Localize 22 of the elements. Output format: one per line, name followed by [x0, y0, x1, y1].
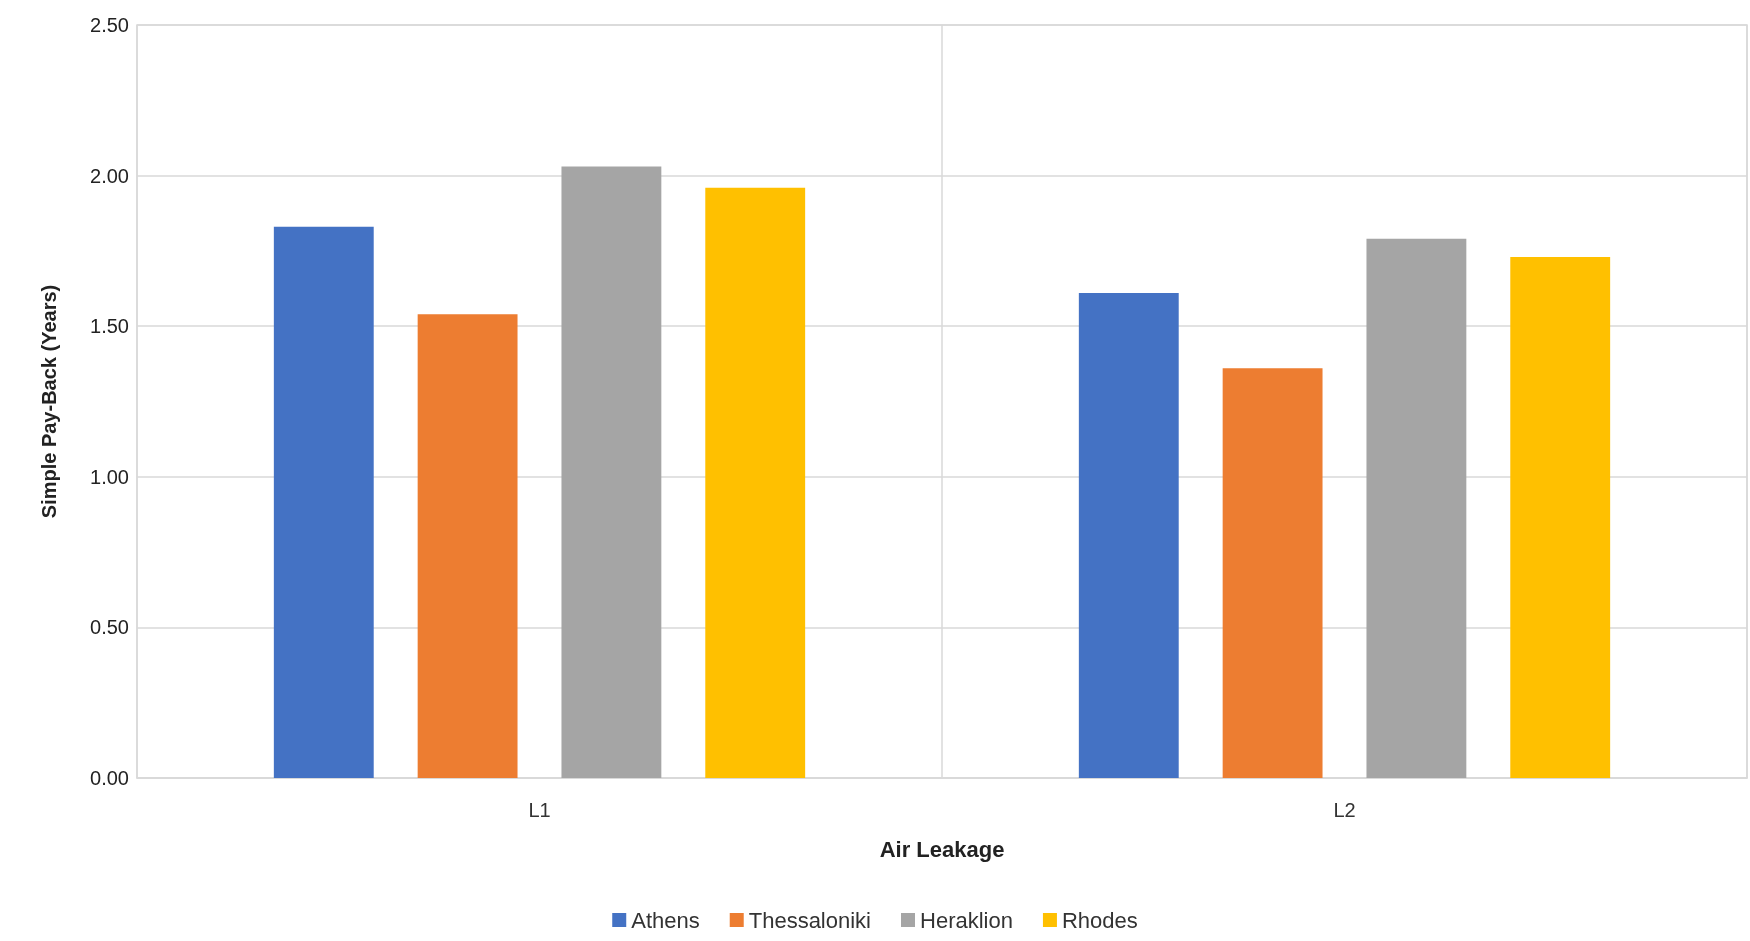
y-axis-title: Simple Pay-Back (Years): [38, 284, 60, 519]
bar: [1078, 293, 1179, 778]
bar: [1222, 368, 1323, 778]
x-axis-title: Air Leakage: [879, 836, 1005, 862]
bar: [705, 187, 806, 778]
bar: [417, 314, 518, 778]
legend-label: Rhodes: [1061, 907, 1138, 933]
bar: [1366, 238, 1467, 778]
legend-label: Thessaloniki: [748, 907, 872, 933]
y-tick-label: 1.50: [90, 315, 129, 338]
bar: [273, 226, 374, 778]
y-tick-label: 0.50: [90, 616, 129, 639]
bar: [1510, 256, 1611, 778]
y-tick-label: 0.00: [90, 767, 129, 789]
y-tick-label: 2.50: [90, 14, 129, 36]
bar: [561, 166, 662, 778]
y-tick-label: 1.00: [90, 465, 129, 488]
y-tick-label: 2.00: [90, 164, 129, 187]
x-tick-label: L1: [528, 799, 551, 821]
legend-label: Heraklion: [920, 907, 1013, 933]
legend-label: Athens: [631, 907, 700, 933]
x-tick-label: L2: [1333, 799, 1356, 821]
